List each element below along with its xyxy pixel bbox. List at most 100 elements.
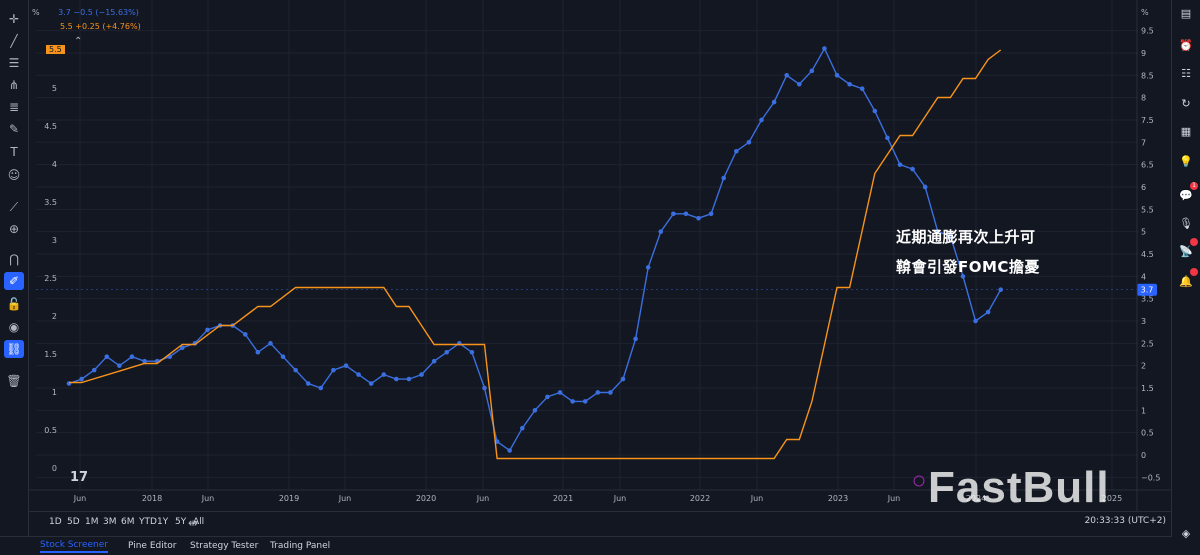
- lock-drawing-icon[interactable]: ✐: [4, 272, 24, 290]
- left-axis-tick: 3.5: [44, 198, 57, 207]
- watchlist-icon[interactable]: ▤: [1180, 6, 1192, 20]
- lightning-icon[interactable]: [913, 475, 925, 487]
- data-point-blue: [784, 73, 789, 78]
- data-point-blue: [79, 376, 84, 382]
- data-point-blue: [885, 135, 890, 141]
- data-point-blue: [985, 309, 991, 315]
- right-axis-tick: −0.5: [1141, 473, 1160, 482]
- x-axis-tick: Jun: [887, 494, 901, 503]
- data-point-blue: [847, 81, 852, 87]
- range-ytd[interactable]: YTD: [139, 517, 157, 527]
- horizontal-lines-icon[interactable]: ☰: [8, 56, 20, 70]
- stream-icon[interactable]: 🎙: [1179, 216, 1193, 230]
- data-point-blue: [431, 358, 437, 364]
- data-point-blue: [834, 73, 840, 78]
- lock-icon[interactable]: 🔓: [6, 297, 22, 311]
- left-axis-tick: 2.5: [44, 274, 57, 283]
- data-point-blue: [305, 381, 311, 386]
- data-point-blue: [620, 376, 626, 382]
- right-axis-tick: 4: [1141, 272, 1146, 281]
- range-5d[interactable]: 5D: [67, 517, 80, 527]
- range-1y[interactable]: 1Y: [157, 517, 169, 527]
- zoom-icon[interactable]: ⊕: [8, 222, 20, 236]
- data-point-blue: [368, 381, 374, 386]
- fib-icon[interactable]: ≣: [8, 100, 20, 114]
- data-point-blue: [859, 86, 865, 92]
- x-axis-tick: Jun: [750, 494, 764, 503]
- data-point-blue: [419, 372, 424, 377]
- range-3m[interactable]: 3M: [103, 517, 117, 527]
- left-axis-tick: 0.5: [44, 426, 57, 435]
- range-5y[interactable]: 5Y: [175, 517, 187, 527]
- data-point-blue: [545, 394, 550, 400]
- data-point-blue: [117, 363, 122, 368]
- data-point-blue: [771, 99, 777, 105]
- data-point-blue: [532, 408, 538, 413]
- data-point-blue: [255, 349, 261, 355]
- eye-icon[interactable]: ◉: [8, 320, 20, 334]
- left-axis-tick: 0: [52, 464, 57, 473]
- left-axis-tick: 4: [52, 160, 57, 169]
- blue-last-value-tag: [1137, 283, 1157, 296]
- data-point-blue: [394, 376, 399, 382]
- data-point-blue: [356, 372, 361, 377]
- pitchfork-icon[interactable]: ⋔: [8, 78, 20, 92]
- tab-pine-editor[interactable]: Pine Editor: [128, 541, 177, 551]
- list-icon[interactable]: ☷: [1181, 66, 1191, 80]
- data-point-blue: [671, 211, 676, 217]
- data-point-blue: [973, 318, 978, 324]
- calendar-icon[interactable]: ▦: [1180, 124, 1192, 138]
- ideas-icon[interactable]: 💡: [1179, 154, 1193, 168]
- chart-area[interactable]: 5 4.5 4 3.5 3 2.5 2 1.5 1 0.5 0 9.5 9 8.5 8 7.5 7 6.5 6 5.5…: [28, 0, 1172, 511]
- data-point-blue: [922, 184, 928, 190]
- range-all[interactable]: All: [193, 517, 205, 527]
- data-point-blue: [444, 349, 450, 355]
- right-axis-tick: 7.5: [1141, 116, 1154, 125]
- notification-icon[interactable]: 🔔: [1177, 268, 1198, 290]
- series-line-orange: [69, 49, 1002, 460]
- tab-stock-screener[interactable]: Stock Screener: [40, 540, 108, 553]
- link-icon[interactable]: ⛓: [4, 340, 24, 358]
- data-point-blue: [696, 215, 701, 221]
- trash-icon[interactable]: 🗑: [6, 374, 22, 388]
- broadcast-icon[interactable]: 📡: [1177, 238, 1198, 260]
- hotlist-icon[interactable]: ↻: [1181, 96, 1191, 110]
- blue-last-value-label: 3.7: [1141, 286, 1154, 295]
- goto-date-icon[interactable]: ⇹: [188, 516, 199, 530]
- layers-icon[interactable]: ◈: [1181, 526, 1191, 540]
- range-1m[interactable]: 1M: [85, 517, 99, 527]
- right-axis-tick: 8.5: [1141, 71, 1154, 80]
- range-1d[interactable]: 1D: [49, 517, 62, 527]
- right-axis-tick: 0: [1141, 451, 1146, 460]
- data-point-blue: [809, 68, 815, 74]
- tab-trading-panel[interactable]: Trading Panel: [270, 541, 331, 551]
- data-point-blue: [104, 354, 110, 360]
- crosshair-icon[interactable]: ✛: [8, 12, 20, 26]
- collapse-legend-button[interactable]: ⌃: [74, 36, 83, 47]
- magnet-icon[interactable]: ⋂: [9, 252, 19, 266]
- x-axis-tick: Jun: [338, 494, 352, 503]
- x-axis-tick: 2024: [966, 494, 986, 503]
- tab-strategy-tester[interactable]: Strategy Tester: [190, 541, 259, 551]
- timezone-clock[interactable]: 20:33:33 (UTC+2): [1084, 516, 1166, 526]
- trend-line-icon[interactable]: ╱: [10, 34, 18, 48]
- ruler-icon[interactable]: ⟋: [9, 199, 19, 214]
- right-axis-tick: 2.5: [1141, 339, 1154, 348]
- emoji-icon[interactable]: ☺: [7, 168, 21, 182]
- right-axis-tick: 4.5: [1141, 250, 1154, 259]
- x-axis-tick: Jun: [201, 494, 215, 503]
- brush-icon[interactable]: ✎: [8, 122, 20, 136]
- chat-icon[interactable]: 💬 1: [1177, 182, 1198, 204]
- data-point-blue: [897, 162, 903, 167]
- data-point-blue: [180, 345, 185, 351]
- data-point-blue: [381, 372, 387, 377]
- data-point-blue: [91, 367, 97, 373]
- text-icon[interactable]: T: [10, 145, 18, 159]
- range-6m[interactable]: 6M: [121, 517, 135, 527]
- data-point-blue: [759, 117, 764, 123]
- data-point-blue: [129, 354, 135, 360]
- right-axis-tick: 8: [1141, 94, 1146, 103]
- data-point-blue: [519, 425, 525, 431]
- alarm-icon[interactable]: ⏰: [1179, 38, 1193, 52]
- data-point-blue: [482, 385, 487, 391]
